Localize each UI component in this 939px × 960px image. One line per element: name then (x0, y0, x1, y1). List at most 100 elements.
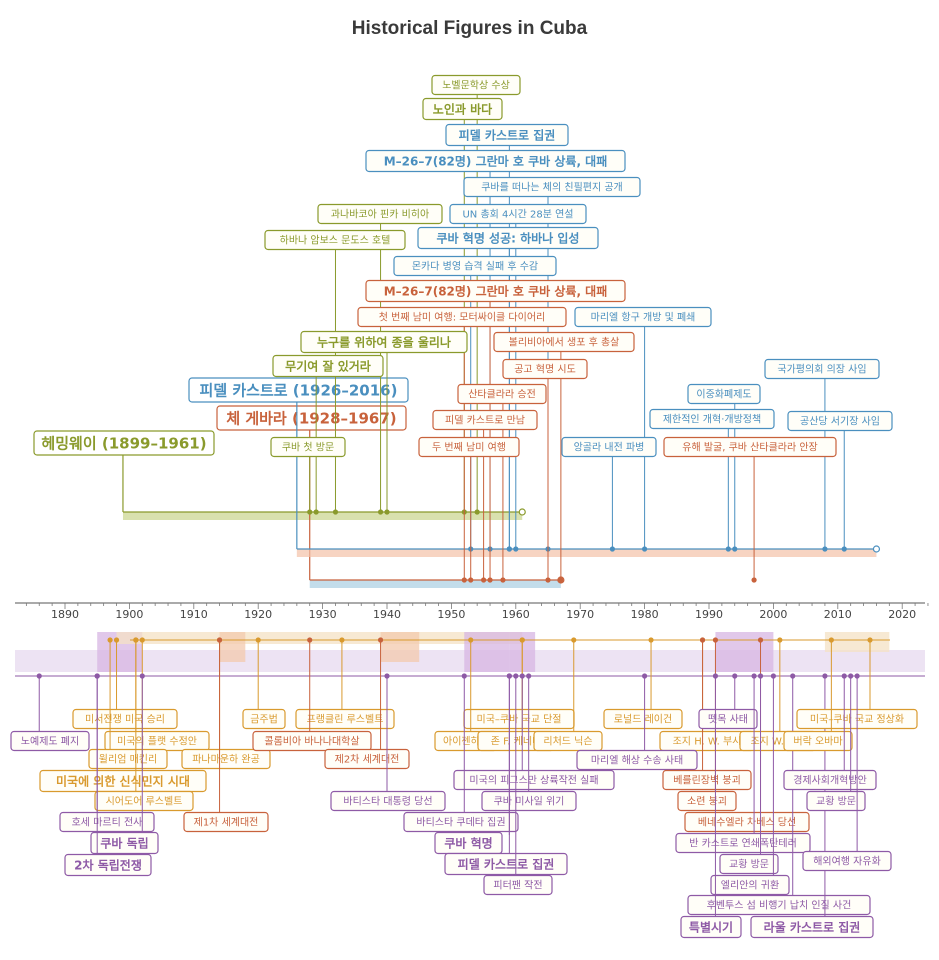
bottom-event-box (94, 790, 194, 812)
bottom-event-label: 제2차 세계대전 (335, 754, 400, 766)
bottom-event-box (90, 831, 159, 855)
event-marker (107, 637, 113, 643)
top-event-label: M–26–7(82명) 그란마 호 쿠바 상륙, 대패 (384, 153, 608, 168)
chart-title: Historical Figures in Cuba (351, 18, 588, 39)
axis-tick-label: 1980 (631, 608, 659, 621)
bottom-event-label: 마리엘 해상 수송 사태 (591, 754, 683, 767)
event-marker (332, 509, 339, 515)
bottom-event-box (88, 748, 168, 770)
axis-tick-label: 1930 (309, 608, 337, 621)
axis-tick-label: 2020 (888, 608, 916, 621)
bottom-event-box (680, 915, 742, 939)
person-label: 피델 카스트로 (1926–2016) (200, 381, 398, 399)
bottom-event-label: 라울 카스트로 집권 (764, 919, 861, 934)
top-event-box (432, 409, 538, 431)
bottom-event-label: 쿠바 미사일 위기 (494, 795, 565, 808)
top-event-label: 피델 카스트로 집권 (459, 127, 556, 142)
bottom-event-box (444, 852, 568, 876)
top-event-label: 노벨문학상 수상 (442, 80, 510, 92)
event-marker (377, 637, 384, 643)
event-marker (519, 637, 525, 643)
event-marker (506, 673, 512, 679)
event-marker (339, 637, 345, 643)
axis-tick-label: 2010 (824, 608, 852, 621)
bottom-event-box (533, 730, 603, 752)
bottom-event-box (252, 730, 372, 752)
top-event-box (649, 408, 775, 430)
bottom-event-label: 노예제도 폐지 (21, 736, 79, 748)
axis-tick-label: 1990 (695, 608, 723, 621)
event-marker (255, 637, 261, 643)
top-event-label: 두 번째 남미 여행 (432, 442, 506, 454)
bottom-event-label: 시어도어 루스벨트 (106, 796, 183, 808)
top-event-label: 볼리비아에서 생포 후 총살 (509, 337, 620, 349)
event-marker (712, 637, 719, 643)
top-event-label: 쿠바 첫 방문 (282, 442, 334, 454)
bottom-event-box (698, 708, 758, 730)
person-label: 헤밍웨이 (1899–1961) (41, 434, 206, 452)
top-event-box (365, 279, 626, 303)
event-marker (751, 673, 757, 679)
top-event-box (445, 123, 569, 147)
top-event-label: 산타클라라 승전 (468, 389, 536, 401)
axis-tick-label: 1950 (437, 608, 465, 621)
event-marker (307, 509, 313, 515)
event-marker (725, 546, 731, 552)
event-marker (36, 673, 42, 679)
bottom-event-box (330, 790, 446, 812)
top-event-label: 이중화폐제도 (696, 389, 751, 401)
era-band (219, 632, 246, 662)
event-marker (609, 546, 616, 552)
bottom-event-label: 경제사회개혁방안 (793, 774, 867, 787)
top-event-box (449, 203, 587, 225)
event-marker (841, 673, 847, 679)
event-marker (139, 637, 145, 643)
event-marker (841, 546, 847, 552)
event-marker (513, 673, 519, 679)
top-event-label: 누구를 위하여 종을 울리나 (317, 334, 451, 349)
lifespan-band (309, 580, 561, 588)
bottom-event-box (242, 708, 286, 730)
event-marker (487, 577, 493, 583)
axis-tick-label: 1940 (373, 608, 401, 621)
bottom-event-box (10, 730, 90, 752)
axis-tick-label: 2000 (759, 608, 787, 621)
event-marker (642, 546, 648, 552)
top-event-label: 앙골라 내전 파병 (574, 442, 645, 454)
bottom-event-box (576, 749, 698, 771)
bottom-event-label: 제1차 세계대전 (194, 817, 259, 829)
top-event-box (317, 203, 443, 225)
axis-tick-label: 1920 (244, 608, 272, 621)
top-event-label: 쿠바 혁명 성공: 하바나 입성 (437, 230, 580, 245)
top-event-label: 노인과 바다 (433, 101, 492, 116)
top-event-box (393, 255, 557, 277)
event-marker (461, 577, 467, 583)
bottom-event-label: 버락 오바마 (793, 736, 842, 748)
event-marker (545, 577, 551, 583)
top-event-box (787, 410, 893, 432)
event-marker (699, 637, 706, 643)
event-marker (642, 673, 648, 679)
bottom-event-label: 콜롬비아 바나나대학살 (264, 736, 359, 748)
top-event-label: UN 총회 4시간 28분 연설 (462, 209, 573, 221)
bottom-event-box (710, 874, 790, 896)
event-marker (139, 673, 145, 679)
bottom-event-box (806, 790, 866, 812)
axis-tick-label: 1960 (502, 608, 530, 621)
bottom-event-label: 소련 붕괴 (687, 796, 727, 808)
bottom-event-label: 바티스타 쿠데타 집권 (416, 817, 505, 829)
bottom-event-label: 미국의 피그스만 상륙작전 실패 (469, 775, 598, 787)
event-marker (828, 637, 834, 643)
lifespan-end-marker (518, 508, 526, 516)
top-event-label: 공산당 서기장 사임 (800, 415, 880, 428)
event-marker (313, 509, 319, 515)
bottom-event-box (783, 769, 877, 791)
bottom-event-label: 피터팬 작전 (493, 880, 542, 892)
event-marker (822, 673, 828, 679)
top-event-box (463, 176, 641, 198)
top-event-label: 첫 번째 남미 여행: 모터싸이클 다이어리 (379, 312, 545, 324)
axis-tick-label: 1910 (180, 608, 208, 621)
top-event-box (431, 74, 521, 96)
event-marker (474, 509, 480, 515)
top-event-label: 제한적인 개혁·개방정책 (663, 414, 761, 426)
